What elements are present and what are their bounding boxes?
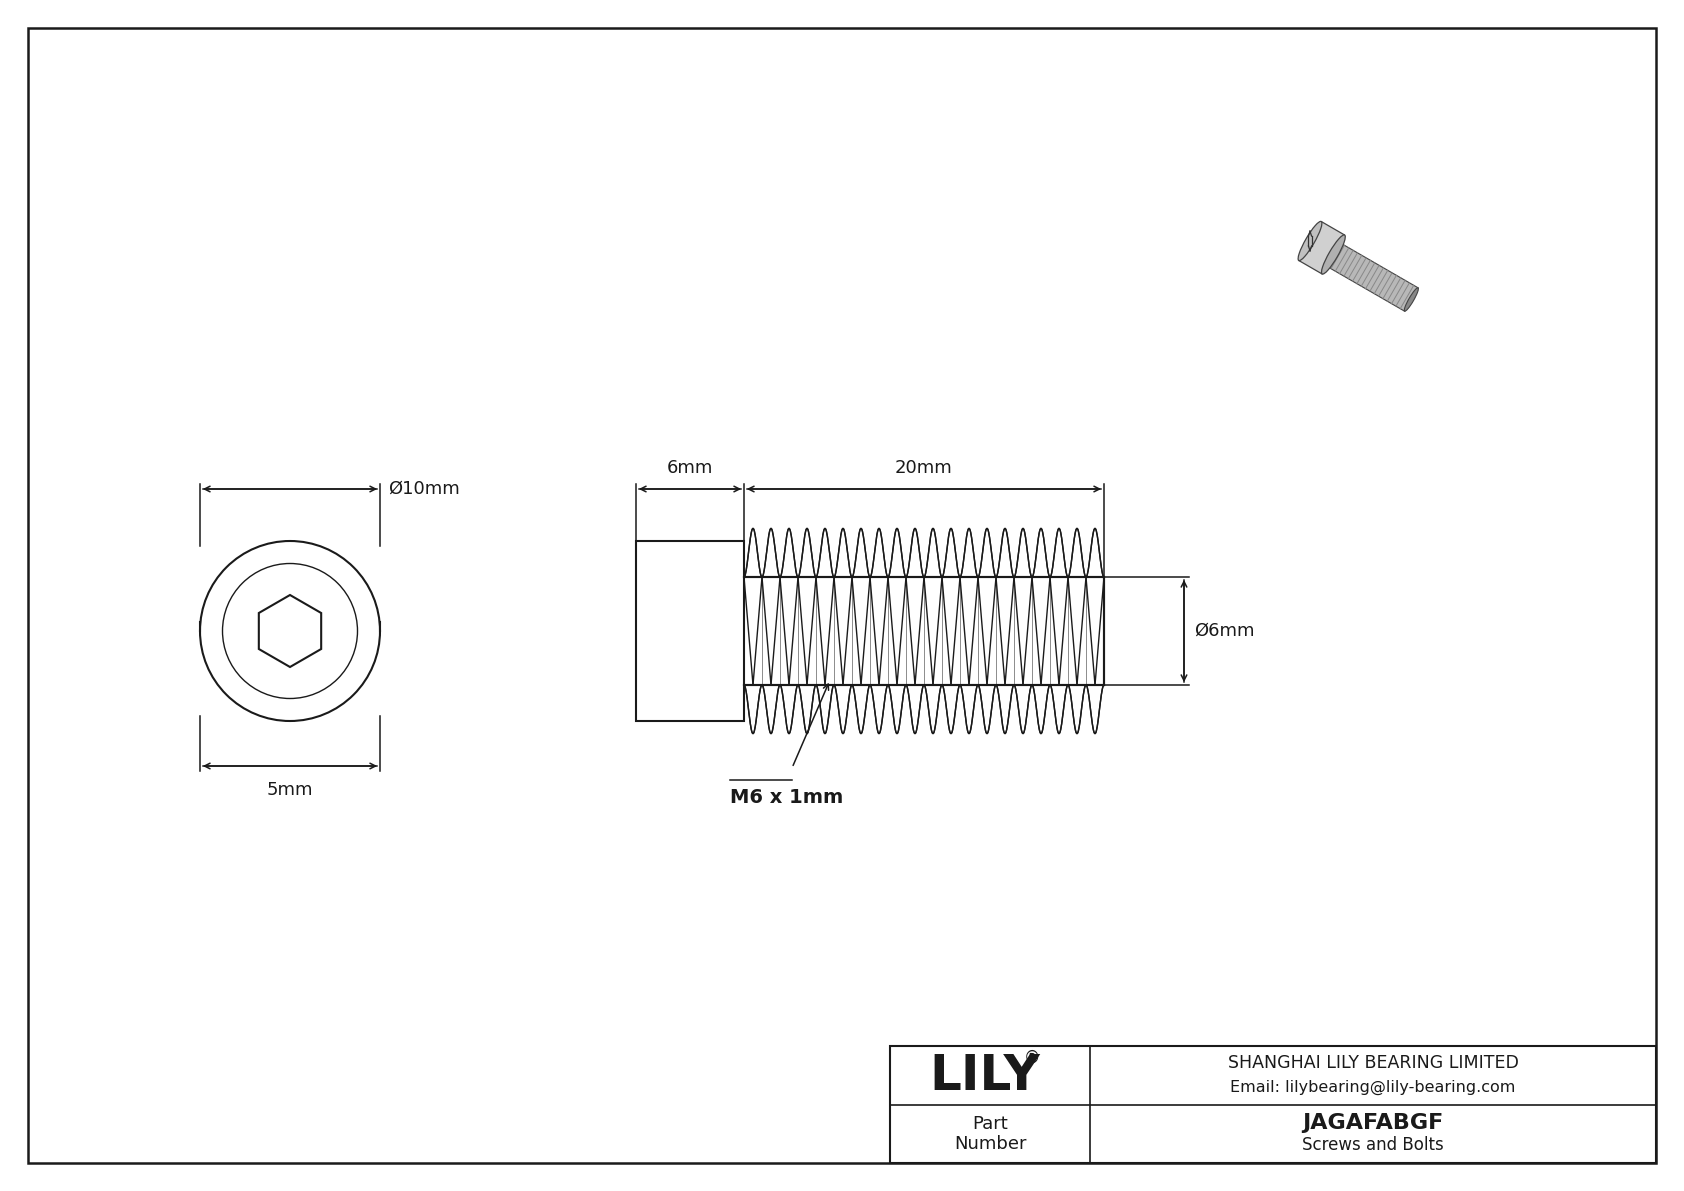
Polygon shape — [1298, 222, 1344, 274]
Ellipse shape — [1298, 222, 1322, 261]
Text: Ø6mm: Ø6mm — [1194, 622, 1255, 640]
Text: M6 x 1mm: M6 x 1mm — [729, 788, 844, 807]
Ellipse shape — [1322, 235, 1346, 274]
Text: Ø10mm: Ø10mm — [387, 480, 460, 498]
Polygon shape — [1327, 243, 1418, 311]
Text: SHANGHAI LILY BEARING LIMITED: SHANGHAI LILY BEARING LIMITED — [1228, 1054, 1519, 1072]
Text: 20mm: 20mm — [896, 459, 953, 478]
Polygon shape — [259, 596, 322, 667]
Ellipse shape — [1404, 288, 1418, 311]
Text: 6mm: 6mm — [667, 459, 714, 478]
Polygon shape — [744, 576, 1105, 685]
Text: Email: lilybearing@lily-bearing.com: Email: lilybearing@lily-bearing.com — [1231, 1080, 1516, 1095]
Circle shape — [200, 541, 381, 721]
Text: LILY: LILY — [930, 1052, 1041, 1099]
Text: Screws and Bolts: Screws and Bolts — [1302, 1136, 1443, 1154]
Text: JAGAFABGF: JAGAFABGF — [1302, 1114, 1443, 1133]
Text: Part
Number: Part Number — [953, 1115, 1026, 1153]
Text: ®: ® — [1024, 1048, 1041, 1066]
Text: 5mm: 5mm — [266, 781, 313, 799]
Polygon shape — [637, 541, 744, 721]
